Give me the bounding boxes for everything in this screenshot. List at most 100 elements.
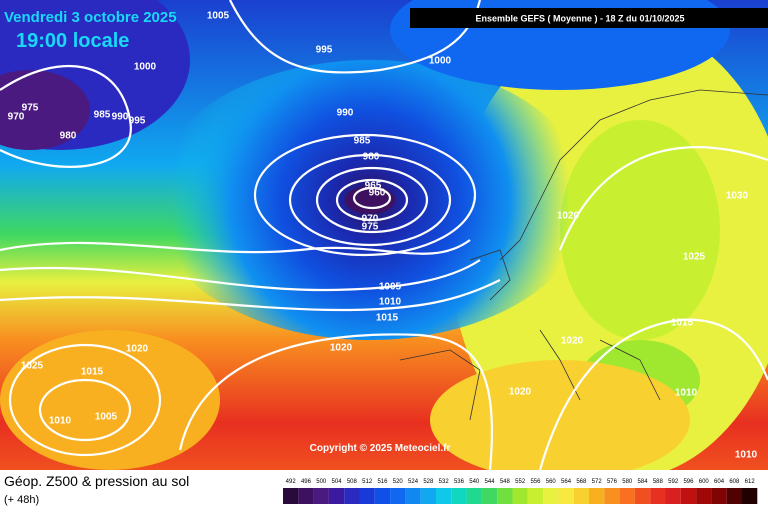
- legend-swatch: [313, 488, 329, 504]
- legend-swatch: [665, 488, 681, 504]
- legend-label: 588: [653, 479, 664, 485]
- legend-label: 532: [439, 479, 450, 485]
- legend-swatch: [589, 488, 605, 504]
- legend-swatch: [466, 488, 482, 504]
- legend-swatch: [558, 488, 574, 504]
- legend-swatch: [527, 488, 544, 504]
- legend-label: 520: [393, 479, 404, 485]
- isobar-label: 1030: [726, 191, 749, 202]
- isobar-label: 970: [362, 214, 379, 225]
- footer-title: Géop. Z500 & pression au sol: [4, 473, 189, 489]
- isobar-label: 970: [8, 112, 25, 123]
- legend-swatch: [680, 488, 697, 504]
- isobar-label: 1010: [379, 297, 402, 308]
- isobar-label: 985: [354, 136, 371, 147]
- legend-swatch: [726, 488, 742, 504]
- legend-swatch: [359, 488, 375, 504]
- legend-swatch: [390, 488, 406, 504]
- legend-swatch: [497, 488, 513, 504]
- isobar-label: 1020: [126, 344, 149, 355]
- isobar-label: 995: [129, 116, 146, 127]
- footer: Géop. Z500 & pression au sol (+ 48h) 492…: [4, 473, 758, 506]
- legend-label: 548: [500, 479, 511, 485]
- time: 19:00 locale: [16, 30, 129, 52]
- copyright: Copyright © 2025 Meteociel.fr: [310, 443, 451, 454]
- isobar-label: 1005: [95, 412, 118, 423]
- legend-swatch: [481, 488, 498, 504]
- isobar-label: 1020: [557, 211, 580, 222]
- legend-swatch: [405, 488, 421, 504]
- legend-swatch: [650, 488, 666, 504]
- legend-swatch: [451, 488, 467, 504]
- legend-swatch: [420, 488, 436, 504]
- legend-label: 596: [683, 479, 694, 485]
- legend-swatch: [344, 488, 360, 504]
- legend-swatch: [436, 488, 452, 504]
- legend-swatch: [711, 488, 727, 504]
- isobar-label: 995: [316, 45, 333, 56]
- isobar-label: 990: [112, 112, 129, 123]
- legend-swatch: [298, 488, 314, 504]
- lead-time: (+ 48h): [4, 494, 39, 506]
- legend-swatch: [328, 488, 345, 504]
- legend-swatch: [696, 488, 712, 504]
- legend-swatch: [742, 488, 758, 504]
- legend-label: 608: [729, 479, 740, 485]
- run-info: Ensemble GEFS ( Moyenne ) - 18 Z du 01/1…: [475, 13, 684, 23]
- run-box: [410, 8, 768, 28]
- coastline: [399, 89, 768, 421]
- isobars: [0, 0, 768, 470]
- legend-swatch: [374, 488, 391, 504]
- isobar-label: 1015: [81, 367, 104, 378]
- legend-label: 536: [454, 479, 465, 485]
- legend-label: 600: [699, 479, 710, 485]
- legend-swatch: [604, 488, 620, 504]
- isobar-label: 1020: [509, 387, 532, 398]
- legend-label: 604: [714, 479, 725, 485]
- isobar-label: 985: [94, 110, 111, 121]
- legend-label: 508: [347, 479, 358, 485]
- isobar-label: 965: [365, 181, 382, 192]
- legend-label: 552: [515, 479, 526, 485]
- isobar-label: 1010: [49, 416, 72, 427]
- legend-label: 500: [316, 479, 327, 485]
- isobar-label: 980: [363, 152, 380, 163]
- legend-label: 580: [622, 479, 633, 485]
- isobar-label: 1000: [429, 56, 452, 67]
- legend-label: 496: [301, 479, 312, 485]
- isobar-label: 1010: [675, 388, 698, 399]
- isobar-label: 975: [22, 103, 39, 114]
- isobar-label: 1020: [330, 343, 353, 354]
- legend-swatch: [634, 488, 651, 504]
- legend-swatch: [283, 488, 299, 504]
- legend-label: 504: [332, 479, 343, 485]
- legend-label: 560: [546, 479, 557, 485]
- legend-swatch: [543, 488, 559, 504]
- legend-label: 528: [423, 479, 434, 485]
- legend-label: 512: [362, 479, 373, 485]
- legend-swatch: [619, 488, 635, 504]
- isobar-label: 960: [369, 188, 386, 199]
- legend-label: 576: [607, 479, 618, 485]
- date: Vendredi 3 octobre 2025: [4, 9, 177, 26]
- isobar-label: 1015: [671, 318, 694, 329]
- legend-label: 568: [576, 479, 587, 485]
- isobar-label: 1015: [376, 313, 399, 324]
- isobar-label: 980: [60, 131, 77, 142]
- isobar-label: 1000: [134, 62, 157, 73]
- isobar-label: 1020: [561, 336, 584, 347]
- legend-label: 572: [592, 479, 603, 485]
- legend-label: 544: [485, 479, 496, 485]
- legend-label: 524: [408, 479, 419, 485]
- isobar-label: 1010: [735, 450, 758, 461]
- legend-label: 612: [745, 479, 756, 485]
- isobar-label: 1025: [683, 252, 706, 263]
- isobar-label: 990: [337, 108, 354, 119]
- isobar-label: 975: [362, 222, 379, 233]
- legend-label: 556: [530, 479, 541, 485]
- legend-label: 564: [561, 479, 572, 485]
- legend-swatch: [512, 488, 528, 504]
- legend-swatch: [573, 488, 589, 504]
